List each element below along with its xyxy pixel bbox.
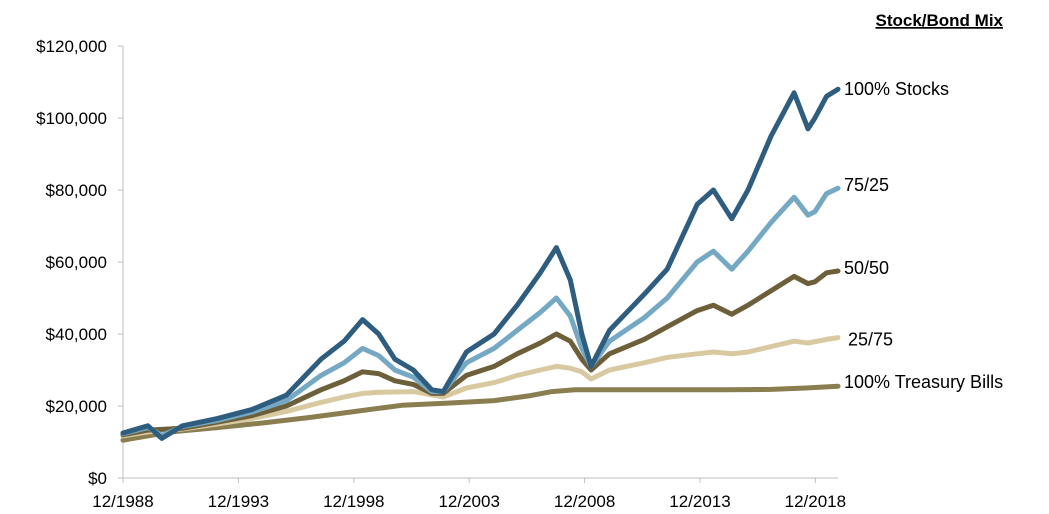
x-tick-label: 12/2008 [554, 492, 615, 511]
series-label: 100% Treasury Bills [844, 372, 1003, 392]
series-lines [120, 86, 841, 443]
y-axis: $0 $20,000 $40,000 $60,000 $80,000 $100,000 $1… [36, 37, 124, 488]
series-label: 100% Stocks [844, 79, 949, 99]
series-line-25-75 [120, 335, 841, 439]
y-tick-label: $80,000 [46, 181, 107, 200]
y-tick-label: $120,000 [36, 37, 107, 56]
series-label: 50/50 [844, 258, 889, 278]
x-tick-label: 12/2013 [669, 492, 730, 511]
series-label: 25/75 [848, 330, 893, 350]
series-line-50-50 [120, 268, 841, 438]
y-tick-label: $20,000 [46, 397, 107, 416]
y-tick-label: $100,000 [36, 109, 107, 128]
x-tick-label: 12/2018 [785, 492, 846, 511]
x-tick-label: 12/2003 [438, 492, 499, 511]
x-tick-label: 12/1993 [208, 492, 269, 511]
y-tick-label: $0 [88, 469, 107, 488]
x-axis: 12/1988 12/1993 12/1998 12/2003 12/2008 12/20… [92, 477, 846, 511]
series-line-100-stocks [120, 86, 841, 441]
y-tick-label: $60,000 [46, 253, 107, 272]
x-tick-label: 12/1998 [323, 492, 384, 511]
series-line-100-treasury-bills [120, 383, 841, 443]
series-label: 75/25 [844, 175, 889, 195]
legend-title: Stock/Bond Mix [875, 11, 1003, 30]
y-tick-label: $40,000 [46, 325, 107, 344]
series-line-75-25 [120, 185, 841, 438]
x-tick-label: 12/1988 [92, 492, 153, 511]
series-labels: 100% Stocks 75/25 50/50 25/75 100% Treasury … [844, 79, 1003, 392]
